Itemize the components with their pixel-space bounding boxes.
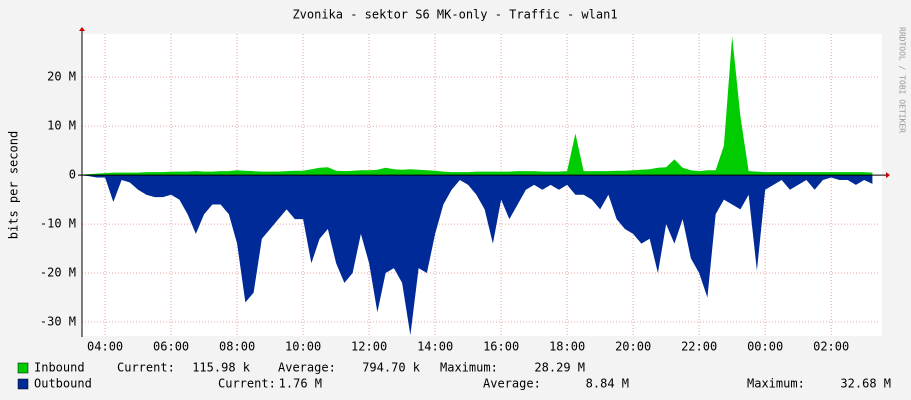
x-tick-label: 06:00: [153, 340, 189, 354]
x-tick-label: 10:00: [285, 340, 321, 354]
x-tick-label: 14:00: [417, 340, 453, 354]
x-tick-label: 04:00: [87, 340, 123, 354]
y-tick-label: 20 M: [47, 70, 76, 84]
x-tick-label: 00:00: [747, 340, 783, 354]
axis-arrow: [79, 27, 85, 31]
x-tick-label: 20:00: [615, 340, 651, 354]
y-tick-label: -30 M: [40, 315, 76, 329]
legend-swatch: [17, 362, 29, 374]
legend-key: Average:: [483, 377, 541, 391]
chart-title: Zvonika - sektor S6 MK-only - Traffic - …: [292, 8, 617, 22]
legend-key: Current:: [117, 361, 175, 375]
x-tick-label: 02:00: [813, 340, 849, 354]
legend-key: Maximum:: [747, 377, 805, 391]
legend-label: Outbound: [34, 377, 92, 391]
legend-value: 28.29 M: [534, 361, 585, 375]
x-tick-label: 22:00: [681, 340, 717, 354]
y-tick-label: 0: [69, 168, 76, 182]
legend-value: 115.98 k: [192, 361, 251, 375]
legend-value: 1.76 M: [279, 377, 322, 391]
legend-value: 8.84 M: [586, 377, 629, 391]
y-axis-label: bits per second: [7, 131, 21, 239]
y-tick-label: -10 M: [40, 217, 76, 231]
x-tick-label: 08:00: [219, 340, 255, 354]
y-tick-label: 10 M: [47, 119, 76, 133]
axis-arrow: [886, 172, 890, 179]
x-tick-label: 18:00: [549, 340, 585, 354]
legend-value: 32.68 M: [840, 377, 891, 391]
x-tick-label: 12:00: [351, 340, 387, 354]
watermark: RRDTOOL / TOBI OETIKER: [898, 27, 907, 133]
legend: Inbound Current: 115.98 k Average: 794.70 k M…: [17, 361, 891, 391]
x-tick-label: 16:00: [483, 340, 519, 354]
legend-label: Inbound: [34, 361, 85, 375]
legend-swatch: [17, 378, 29, 390]
area: [80, 175, 873, 336]
legend-key: Average:: [278, 361, 336, 375]
legend-key: Current:: [218, 377, 276, 391]
legend-key: Maximum:: [440, 361, 498, 375]
legend-value: 794.70 k: [362, 361, 421, 375]
y-tick-label: -20 M: [40, 266, 76, 280]
